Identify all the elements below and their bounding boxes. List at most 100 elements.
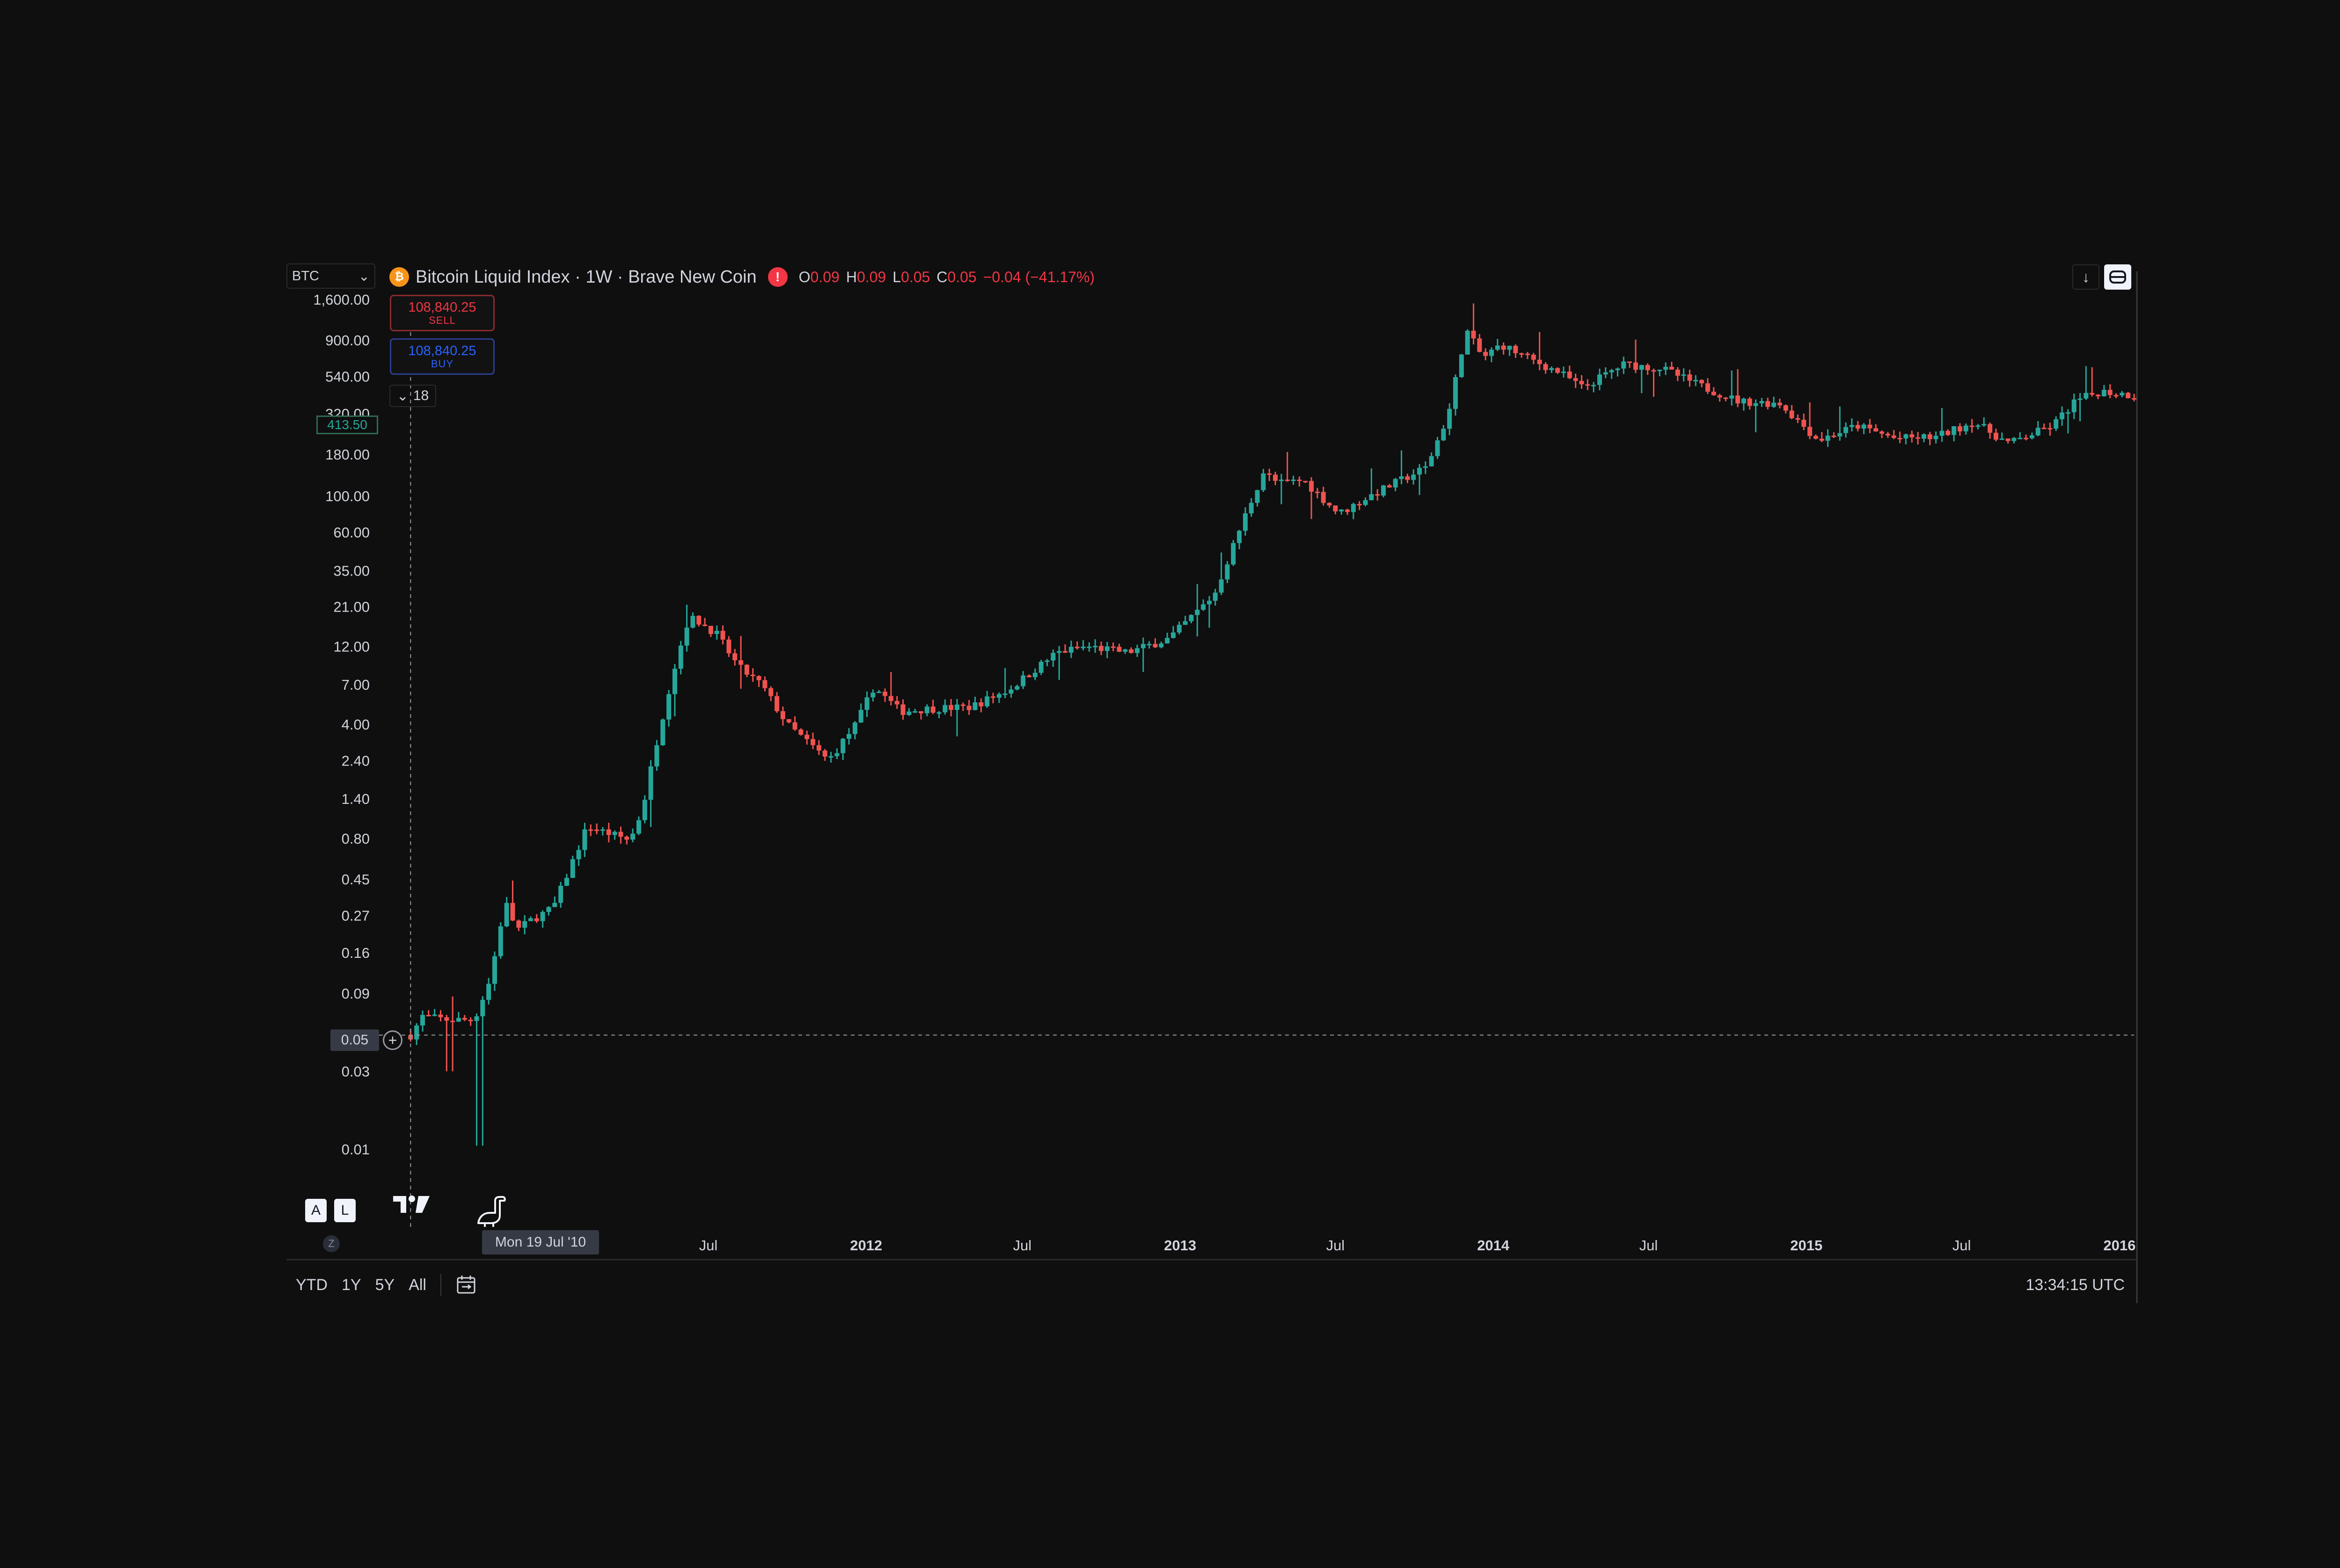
range-1y[interactable]: 1Y (342, 1276, 361, 1294)
candle-body (1327, 503, 1332, 506)
plus-circle-icon[interactable]: + (383, 1030, 402, 1050)
log-scale-button[interactable]: L (334, 1199, 356, 1222)
candle-body (468, 1020, 473, 1021)
last-price-label: 413.50 (316, 416, 378, 434)
y-tick-label: 1,600.00 (313, 292, 370, 308)
candle-body (1867, 424, 1872, 429)
high-key: H (846, 268, 857, 285)
candle-body (1423, 466, 1428, 468)
candle-body (1201, 604, 1206, 610)
warning-icon[interactable]: ! (768, 267, 788, 287)
candle-body (1351, 504, 1356, 512)
candle-body (1645, 365, 1650, 371)
y-tick-label: 1.40 (342, 791, 370, 807)
candle-body (913, 711, 918, 713)
high-value: 0.09 (856, 268, 886, 285)
candle-body (1093, 646, 1098, 648)
candle-body (847, 734, 852, 739)
candle-body (775, 696, 780, 711)
candle-body (1705, 383, 1710, 392)
buy-label: BUY (431, 357, 454, 370)
candle-body (1969, 425, 1974, 427)
utc-clock[interactable]: 13:34:15 UTC (2026, 1276, 2125, 1294)
candle-body (600, 829, 605, 831)
candle-body (2029, 435, 2034, 438)
candle-body (1015, 686, 1020, 690)
range-ytd[interactable]: YTD (296, 1276, 328, 1294)
zoom-reset-button[interactable]: Z (323, 1235, 340, 1252)
candle-body (1123, 649, 1128, 652)
candle-body (1681, 374, 1686, 376)
candle-body (1129, 649, 1134, 653)
candle-body (990, 696, 995, 698)
candle-body (708, 626, 713, 634)
candle-body (1333, 505, 1338, 511)
candle-body (943, 705, 948, 713)
candle-body (1837, 433, 1843, 437)
candle-body (1573, 378, 1578, 381)
candle-body (1393, 479, 1398, 488)
candle-body (1561, 372, 1566, 373)
candle-body (1879, 431, 1885, 434)
candle-body (1543, 364, 1548, 370)
candle-body (576, 850, 581, 860)
low-value: 0.05 (901, 268, 930, 285)
candle-body (1279, 479, 1284, 481)
range-5y[interactable]: 5Y (375, 1276, 395, 1294)
candle-body (564, 878, 569, 886)
candle-body (1417, 467, 1422, 475)
candle-body (1441, 429, 1446, 441)
candle-body (1026, 675, 1031, 678)
y-tick-label: 7.00 (342, 677, 370, 693)
swap-icon[interactable] (2104, 264, 2131, 290)
candle-body (1699, 380, 1704, 384)
candle-body (2077, 398, 2083, 400)
quantity-selector[interactable]: ⌄ 18 (389, 385, 436, 407)
tradingview-logo[interactable] (392, 1194, 431, 1215)
candle-body (1819, 438, 1824, 441)
candle-body (1453, 377, 1458, 409)
calendar-icon[interactable] (455, 1274, 477, 1296)
candle-body (1579, 381, 1584, 385)
candle-body (1657, 370, 1662, 372)
candle-body (486, 984, 491, 1000)
candle-body (804, 735, 810, 739)
dino-icon[interactable] (475, 1194, 508, 1228)
range-all[interactable]: All (409, 1276, 426, 1294)
candle-body (672, 669, 677, 694)
y-tick-label: 0.16 (342, 945, 370, 961)
candle-body (864, 697, 870, 710)
candle-body (1038, 662, 1044, 673)
candle-body (540, 912, 545, 921)
candle-body (1861, 424, 1866, 429)
sell-button[interactable]: 108,840.25 SELL (390, 295, 495, 331)
candle-body (1345, 509, 1350, 512)
candle-body (1591, 385, 1596, 387)
buy-button[interactable]: 108,840.25 BUY (390, 338, 495, 375)
candle-body (1675, 369, 1680, 376)
candle-body (1982, 424, 1987, 426)
candle-body (1177, 625, 1182, 633)
series-legend: ₿ Bitcoin Liquid Index · 1W · Brave New … (389, 265, 1095, 289)
y-tick-label: 0.01 (342, 1141, 370, 1158)
x-tick-label: Jul (1326, 1237, 1345, 1254)
download-icon[interactable]: ↓ (2072, 264, 2099, 290)
y-tick-label: 60.00 (333, 525, 370, 541)
candle-body (792, 722, 797, 730)
candle-body (1339, 509, 1344, 511)
candle-body (558, 885, 563, 903)
candle-body (1104, 646, 1110, 651)
symbol-selector[interactable]: BTC ⌄ (286, 263, 375, 289)
candle-body (1729, 395, 1734, 399)
candle-body (1747, 398, 1752, 406)
candle-body (1111, 646, 1116, 648)
candle-body (1909, 434, 1915, 438)
candle-body (870, 693, 876, 698)
series-title[interactable]: Bitcoin Liquid Index · 1W · Brave New Co… (416, 267, 757, 287)
candle-body (924, 706, 929, 714)
y-tick-label: 0.80 (342, 831, 370, 847)
candle-body (1117, 647, 1122, 652)
candle-body (1435, 440, 1440, 456)
auto-scale-button[interactable]: A (305, 1199, 327, 1222)
